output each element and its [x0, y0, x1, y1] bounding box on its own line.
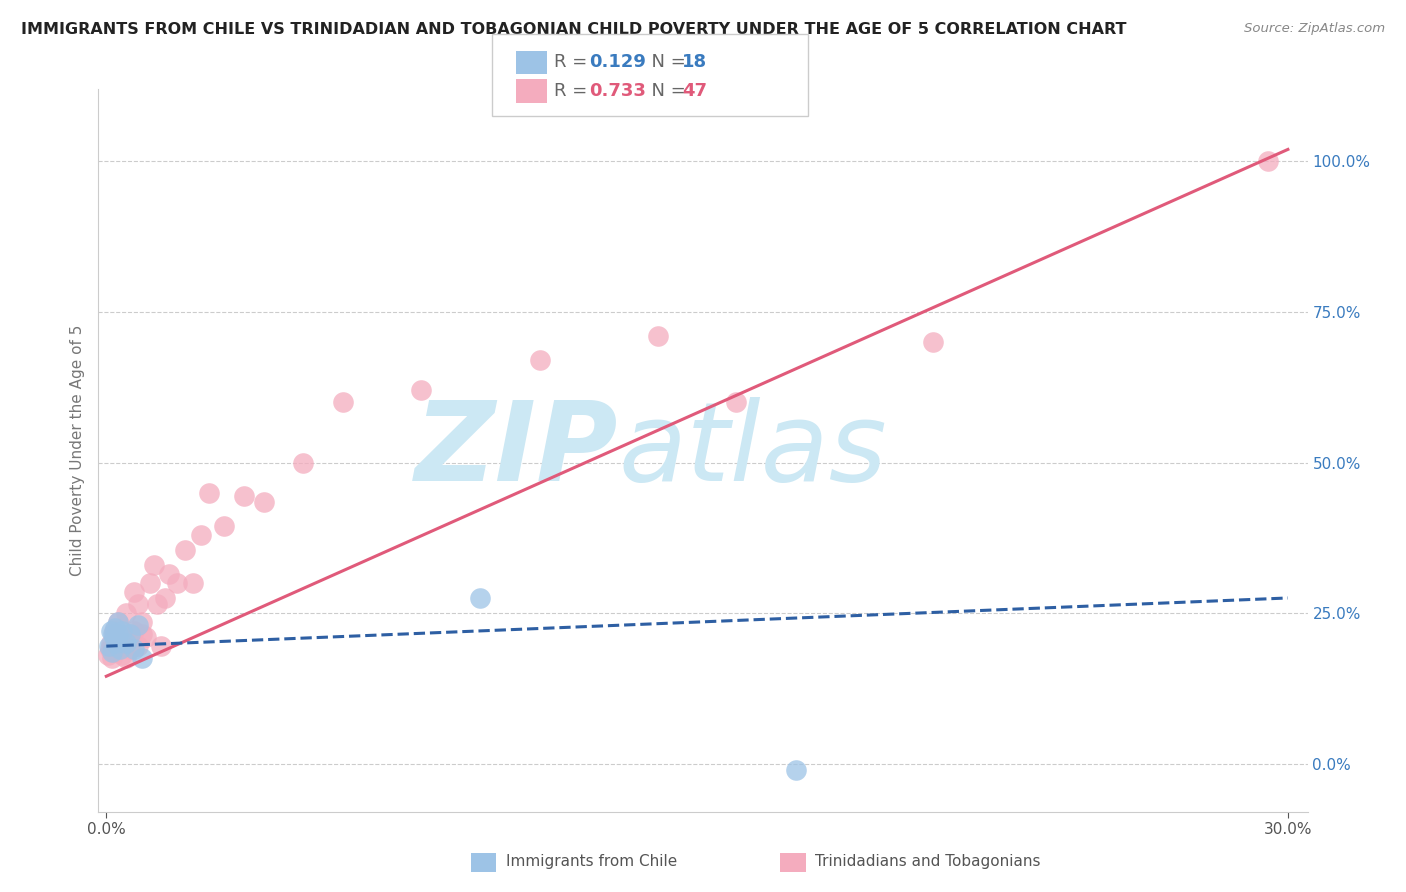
Point [101, 645, 124, 659]
Point [118, 642, 141, 657]
Point [411, 384, 433, 398]
Point [190, 528, 212, 542]
Text: IMMIGRANTS FROM CHILE VS TRINIDADIAN AND TOBAGONIAN CHILD POVERTY UNDER THE AGE : IMMIGRANTS FROM CHILE VS TRINIDADIAN AND… [21, 22, 1126, 37]
Point [118, 627, 141, 641]
Text: R =: R = [554, 82, 593, 100]
Point [131, 615, 153, 629]
Point [127, 597, 149, 611]
Point [107, 642, 129, 657]
Text: Immigrants from Chile: Immigrants from Chile [506, 855, 678, 869]
Point [725, 395, 748, 409]
Point [131, 651, 153, 665]
Text: Trinidadians and Tobagonians: Trinidadians and Tobagonians [815, 855, 1040, 869]
Point [108, 642, 131, 657]
Point [157, 566, 180, 581]
Point [1257, 154, 1279, 169]
Point [233, 489, 256, 503]
Point [131, 627, 153, 641]
Point [127, 618, 149, 632]
Point [155, 591, 177, 605]
Point [112, 639, 135, 653]
Point [103, 630, 125, 644]
Point [115, 606, 138, 620]
Point [107, 627, 129, 641]
Point [98, 639, 121, 653]
Point [122, 624, 145, 639]
Point [197, 485, 219, 500]
Point [97, 648, 120, 662]
Text: 18: 18 [682, 54, 707, 71]
Text: 47: 47 [682, 82, 707, 100]
Point [103, 645, 125, 659]
Point [174, 542, 197, 557]
Point [253, 494, 276, 508]
Point [135, 630, 157, 644]
Point [107, 615, 129, 629]
Text: 0.129: 0.129 [589, 54, 645, 71]
Point [115, 630, 138, 644]
Point [214, 518, 236, 533]
Point [107, 615, 129, 629]
Point [107, 627, 129, 641]
Text: 0.733: 0.733 [589, 82, 645, 100]
Text: Source: ZipAtlas.com: Source: ZipAtlas.com [1244, 22, 1385, 36]
Point [142, 558, 165, 572]
Point [785, 763, 807, 777]
Point [100, 636, 122, 650]
Point [150, 639, 173, 653]
Point [529, 353, 551, 368]
Point [122, 585, 145, 599]
Point [105, 636, 128, 650]
Text: R =: R = [554, 54, 593, 71]
Text: atlas: atlas [619, 397, 887, 504]
Point [181, 576, 204, 591]
Point [470, 591, 492, 605]
Point [292, 455, 315, 469]
Text: N =: N = [640, 82, 692, 100]
Point [111, 624, 134, 639]
Point [105, 636, 128, 650]
Point [115, 636, 138, 650]
Point [332, 395, 354, 409]
Point [166, 576, 188, 591]
Point [111, 636, 134, 650]
Point [115, 651, 138, 665]
Y-axis label: Child Poverty Under the Age of 5: Child Poverty Under the Age of 5 [69, 325, 84, 576]
Point [103, 624, 125, 639]
Point [100, 624, 122, 639]
Point [118, 627, 141, 641]
Point [103, 627, 125, 641]
Point [104, 621, 127, 635]
Point [111, 648, 134, 662]
Point [146, 597, 169, 611]
Text: N =: N = [640, 54, 692, 71]
Point [101, 651, 124, 665]
Point [138, 576, 160, 591]
Point [127, 639, 149, 653]
Text: ZIP: ZIP [415, 397, 619, 504]
Point [98, 642, 121, 657]
Point [922, 335, 945, 350]
Point [122, 642, 145, 657]
Point [647, 329, 669, 343]
